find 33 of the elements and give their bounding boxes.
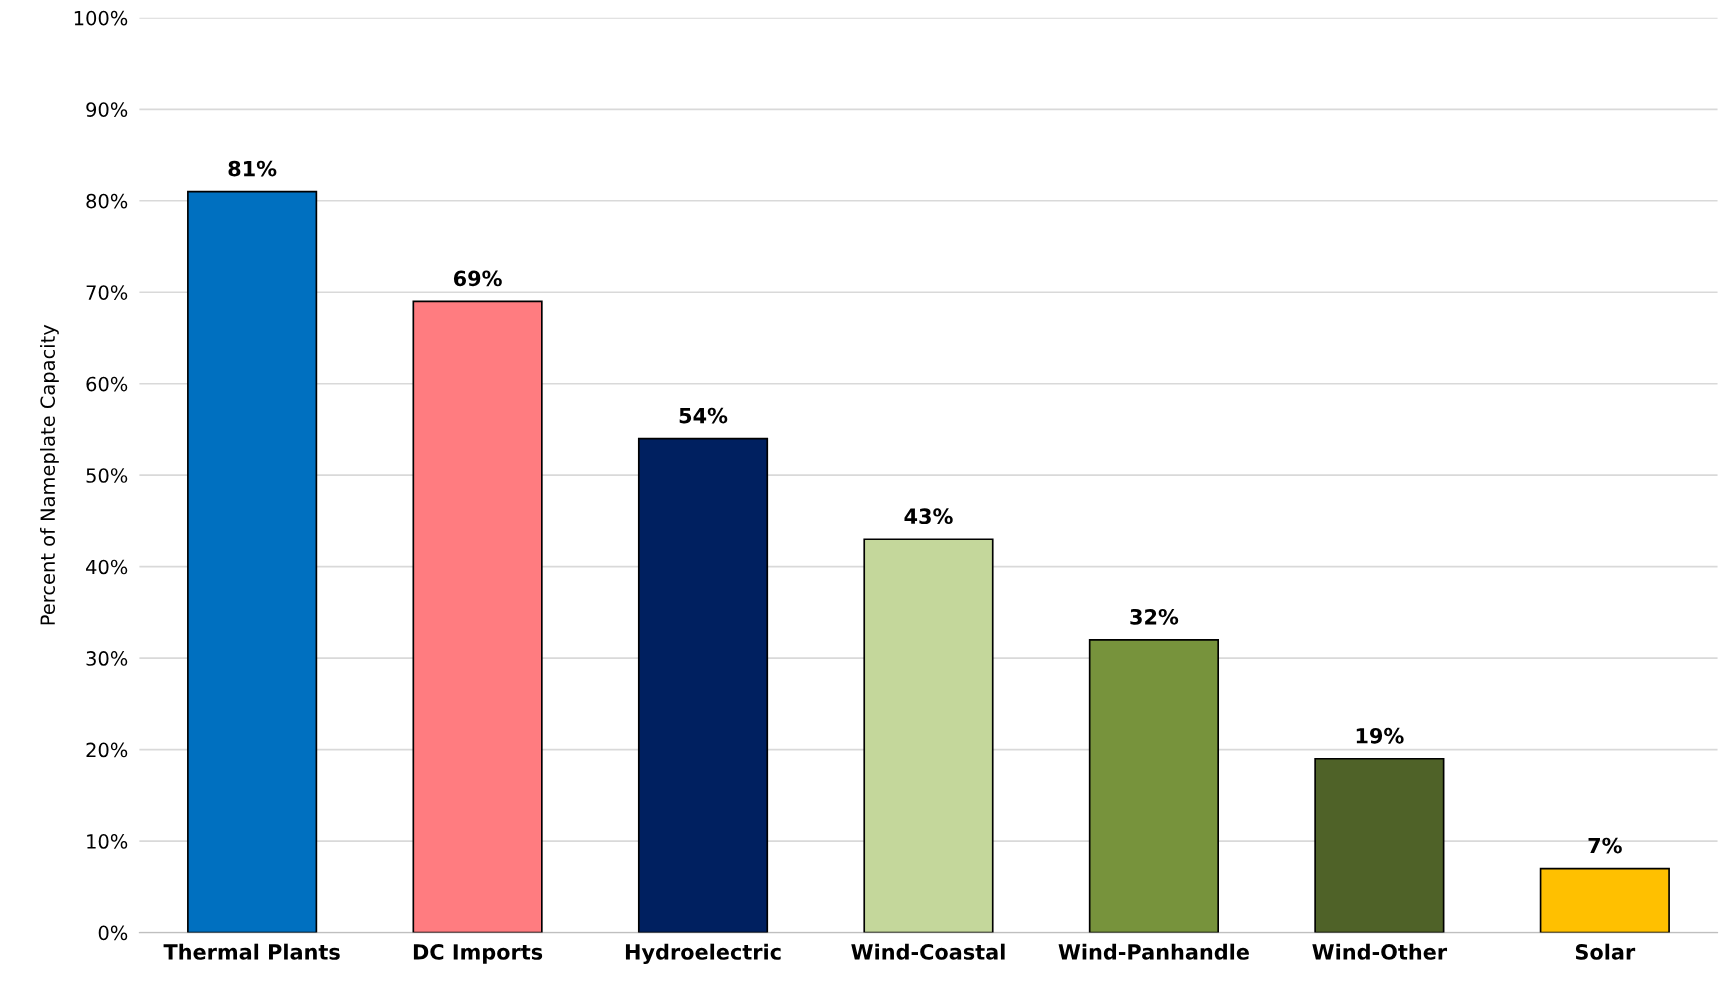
bar <box>1314 757 1445 933</box>
data-label: 43% <box>904 508 953 525</box>
y-tick-label: 80% <box>86 193 128 209</box>
x-tick-label: Thermal Plants <box>163 943 340 960</box>
y-tick-label: 50% <box>86 468 128 483</box>
y-tick-label: 70% <box>86 285 128 300</box>
x-tick-label: Wind-Panhandle <box>1058 943 1249 960</box>
y-tick-label: 30% <box>86 651 128 666</box>
y-tick-label: 0% <box>98 925 128 941</box>
y-axis-title: Percent of Nameplate Capacity <box>39 324 59 625</box>
y-tick-label: 40% <box>86 559 128 575</box>
bar <box>1088 639 1220 933</box>
data-label: 7% <box>1588 837 1622 854</box>
bar <box>1539 867 1670 933</box>
y-tick-label: 100% <box>74 10 128 26</box>
x-tick-label: Hydroelectric <box>625 943 781 965</box>
y-tick-label: 60% <box>86 376 128 392</box>
data-label: 69% <box>453 270 502 287</box>
bar <box>863 538 994 933</box>
bar <box>187 190 318 933</box>
bar <box>412 300 543 933</box>
y-tick-label: 10% <box>87 834 128 849</box>
y-tick-label: 90% <box>86 102 128 117</box>
data-label: 54% <box>679 407 728 424</box>
data-label: 19% <box>1356 727 1404 744</box>
x-tick-label: DC Imports <box>413 944 543 964</box>
x-tick-label: Solar <box>1575 943 1636 960</box>
x-tick-label: Wind-Coastal <box>851 943 1005 960</box>
data-label: 81% <box>228 160 277 177</box>
y-tick-label: 20% <box>86 742 128 758</box>
x-tick-label: Wind-Other <box>1312 943 1448 960</box>
bar <box>637 437 769 933</box>
data-label: 32% <box>1130 608 1179 625</box>
